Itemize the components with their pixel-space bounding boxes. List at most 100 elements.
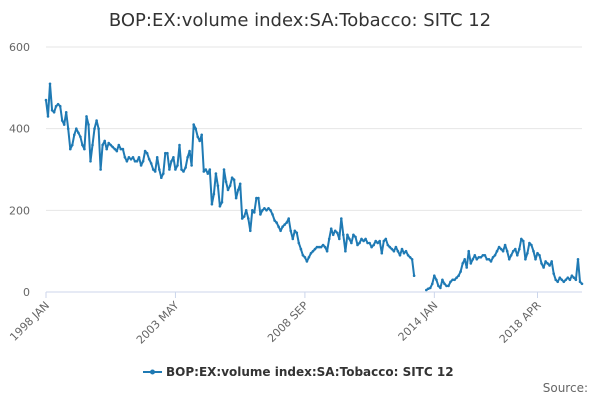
data-point[interactable] <box>469 262 473 265</box>
data-point[interactable] <box>62 123 66 126</box>
data-point[interactable] <box>281 225 284 228</box>
data-point[interactable] <box>64 111 68 114</box>
data-point[interactable] <box>190 164 193 167</box>
data-point[interactable] <box>44 98 48 102</box>
data-point[interactable] <box>425 288 428 292</box>
data-point[interactable] <box>249 229 252 233</box>
data-point[interactable] <box>73 133 76 137</box>
data-point[interactable] <box>301 254 305 257</box>
data-point[interactable] <box>232 178 236 181</box>
data-point[interactable] <box>558 276 562 280</box>
data-point[interactable] <box>299 247 303 251</box>
data-point[interactable] <box>147 158 151 161</box>
data-point[interactable] <box>198 139 201 143</box>
data-point[interactable] <box>113 147 117 151</box>
data-point[interactable] <box>216 184 220 188</box>
data-point[interactable] <box>309 251 313 255</box>
data-point[interactable] <box>188 149 191 153</box>
data-point[interactable] <box>516 254 519 257</box>
data-point[interactable] <box>204 168 208 171</box>
data-point[interactable] <box>107 141 110 145</box>
data-point[interactable] <box>129 158 133 161</box>
data-point[interactable] <box>143 149 147 153</box>
data-point[interactable] <box>133 160 137 163</box>
data-point[interactable] <box>485 258 489 261</box>
data-point[interactable] <box>220 200 224 204</box>
data-point[interactable] <box>481 254 485 257</box>
data-point[interactable] <box>287 217 291 220</box>
data-point[interactable] <box>427 287 430 291</box>
data-point[interactable] <box>277 225 280 228</box>
data-point[interactable] <box>200 133 203 137</box>
data-point[interactable] <box>491 255 495 259</box>
data-point[interactable] <box>263 207 266 210</box>
data-point[interactable] <box>550 260 553 263</box>
data-point[interactable] <box>131 156 135 159</box>
data-point[interactable] <box>321 243 325 247</box>
data-point[interactable] <box>83 147 86 151</box>
data-point[interactable] <box>251 209 254 212</box>
data-point[interactable] <box>453 278 456 282</box>
data-point[interactable] <box>87 123 90 126</box>
data-point[interactable] <box>439 286 442 290</box>
data-point[interactable] <box>384 237 388 241</box>
data-point[interactable] <box>556 280 559 284</box>
data-point[interactable] <box>562 280 566 284</box>
data-point[interactable] <box>89 160 92 163</box>
data-point[interactable] <box>441 278 444 282</box>
data-point[interactable] <box>139 164 143 167</box>
data-point[interactable] <box>548 264 551 267</box>
data-point[interactable] <box>206 172 210 175</box>
data-point[interactable] <box>125 160 129 163</box>
data-point[interactable] <box>234 196 238 200</box>
data-point[interactable] <box>392 249 396 253</box>
data-point[interactable] <box>295 231 299 235</box>
data-point[interactable] <box>56 102 60 106</box>
data-point[interactable] <box>170 160 173 163</box>
data-point[interactable] <box>524 258 527 261</box>
data-point[interactable] <box>350 241 353 245</box>
data-point[interactable] <box>117 143 121 147</box>
data-point[interactable] <box>429 286 432 290</box>
data-point[interactable] <box>218 205 222 208</box>
data-point[interactable] <box>540 262 543 265</box>
data-point[interactable] <box>554 278 557 282</box>
data-point[interactable] <box>69 147 72 151</box>
data-point[interactable] <box>105 147 108 151</box>
data-point[interactable] <box>560 278 564 282</box>
data-point[interactable] <box>228 184 232 188</box>
data-point[interactable] <box>285 221 289 224</box>
data-point[interactable] <box>477 255 481 259</box>
data-point[interactable] <box>463 258 467 261</box>
data-point[interactable] <box>566 276 570 280</box>
data-point[interactable] <box>366 241 369 245</box>
data-point[interactable] <box>455 276 458 280</box>
data-point[interactable] <box>396 249 400 253</box>
data-point[interactable] <box>489 260 493 263</box>
data-point[interactable] <box>402 251 406 255</box>
data-point[interactable] <box>457 274 460 278</box>
data-point[interactable] <box>487 258 491 261</box>
data-point[interactable] <box>497 245 501 249</box>
data-point[interactable] <box>265 209 268 212</box>
data-point[interactable] <box>374 239 378 243</box>
data-point[interactable] <box>303 255 307 259</box>
data-point[interactable] <box>99 168 102 171</box>
data-point[interactable] <box>344 249 347 253</box>
data-point[interactable] <box>352 233 355 237</box>
data-point[interactable] <box>459 270 462 273</box>
data-point[interactable] <box>60 119 64 122</box>
data-point[interactable] <box>164 151 167 155</box>
data-point[interactable] <box>149 162 153 165</box>
data-point[interactable] <box>151 168 155 171</box>
data-point[interactable] <box>400 247 404 251</box>
data-point[interactable] <box>499 247 503 251</box>
data-point[interactable] <box>311 249 315 253</box>
data-point[interactable] <box>394 245 398 249</box>
data-point[interactable] <box>103 139 106 143</box>
data-point[interactable] <box>172 156 175 159</box>
data-point[interactable] <box>196 135 199 139</box>
data-point[interactable] <box>336 231 339 235</box>
data-point[interactable] <box>528 241 531 245</box>
data-point[interactable] <box>85 115 88 118</box>
